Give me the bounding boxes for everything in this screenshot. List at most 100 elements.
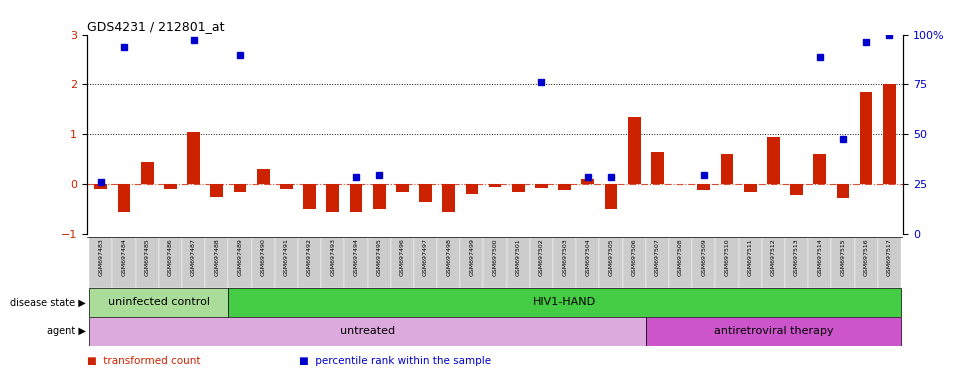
Text: GSM697500: GSM697500 (493, 238, 497, 276)
Bar (112, 237, 135, 288)
Bar (135, 237, 158, 288)
Bar (767, 137, 780, 184)
Bar (228, 237, 251, 288)
Bar (697, 184, 710, 190)
Bar (651, 152, 664, 184)
Bar (646, 237, 669, 288)
Bar (344, 237, 367, 288)
Bar (558, 184, 571, 190)
Bar (600, 237, 623, 288)
Text: GSM697501: GSM697501 (516, 238, 521, 276)
Bar (205, 237, 228, 288)
Bar (327, 184, 339, 212)
Text: uninfected control: uninfected control (108, 297, 210, 308)
Text: GSM697494: GSM697494 (354, 238, 358, 276)
Text: GSM697507: GSM697507 (655, 238, 660, 276)
Bar (554, 237, 577, 288)
Text: disease state ▶: disease state ▶ (11, 297, 86, 308)
Bar (855, 237, 878, 288)
Text: GSM697514: GSM697514 (817, 238, 822, 276)
Text: GSM697516: GSM697516 (864, 238, 868, 276)
Bar (211, 184, 223, 197)
Bar (367, 237, 390, 288)
Bar (489, 184, 501, 187)
Bar (141, 162, 154, 184)
Text: GSM697492: GSM697492 (307, 238, 312, 276)
Bar (298, 237, 321, 288)
Text: GSM697489: GSM697489 (238, 238, 242, 276)
Bar (390, 237, 413, 288)
Bar (785, 237, 809, 288)
Bar (413, 237, 437, 288)
Bar (809, 237, 832, 288)
Text: GSM697490: GSM697490 (261, 238, 266, 276)
Text: ■  percentile rank within the sample: ■ percentile rank within the sample (299, 356, 492, 366)
Bar (512, 184, 525, 192)
Bar (274, 237, 298, 288)
Bar (460, 237, 483, 288)
Bar (228, 288, 901, 317)
Text: GSM697496: GSM697496 (400, 238, 405, 276)
Bar (832, 237, 855, 288)
Text: GSM697512: GSM697512 (771, 238, 776, 276)
Bar (396, 184, 409, 192)
Bar (373, 184, 385, 209)
Bar (883, 84, 895, 184)
Text: GSM697484: GSM697484 (122, 238, 127, 276)
Text: GSM697511: GSM697511 (748, 238, 753, 276)
Text: GSM697485: GSM697485 (145, 238, 150, 276)
Bar (303, 184, 316, 209)
Bar (535, 184, 548, 188)
Text: ■  transformed count: ■ transformed count (87, 356, 200, 366)
Text: GSM697506: GSM697506 (632, 238, 637, 276)
Text: GDS4231 / 212801_at: GDS4231 / 212801_at (87, 20, 224, 33)
Text: GSM697513: GSM697513 (794, 238, 799, 276)
Bar (577, 237, 600, 288)
Text: GSM697504: GSM697504 (585, 238, 590, 276)
Text: GSM697493: GSM697493 (330, 238, 335, 276)
Bar (95, 184, 107, 189)
Bar (234, 184, 246, 192)
Text: untreated: untreated (340, 326, 395, 336)
Text: GSM697515: GSM697515 (840, 238, 845, 276)
Text: GSM697517: GSM697517 (887, 238, 892, 276)
Bar (158, 237, 182, 288)
Bar (89, 288, 228, 317)
Bar (860, 92, 872, 184)
Bar (419, 184, 432, 202)
Bar (693, 237, 716, 288)
Text: GSM697505: GSM697505 (609, 238, 613, 276)
Text: agent ▶: agent ▶ (47, 326, 86, 336)
Bar (164, 184, 177, 189)
Bar (350, 184, 362, 212)
Bar (280, 184, 293, 189)
Bar (442, 184, 455, 212)
Bar (582, 179, 594, 184)
Bar (182, 237, 205, 288)
Bar (530, 237, 554, 288)
Text: GSM697499: GSM697499 (469, 238, 474, 276)
Bar (89, 237, 112, 288)
Bar (251, 237, 274, 288)
Text: GSM697488: GSM697488 (214, 238, 219, 276)
Bar (466, 184, 478, 194)
Bar (118, 184, 130, 212)
Text: GSM697508: GSM697508 (678, 238, 683, 276)
Text: GSM697502: GSM697502 (539, 238, 544, 276)
Bar (813, 154, 826, 184)
Text: GSM697510: GSM697510 (724, 238, 729, 276)
Text: GSM697503: GSM697503 (562, 238, 567, 276)
Text: GSM697497: GSM697497 (423, 238, 428, 276)
Bar (762, 237, 785, 288)
Bar (257, 169, 270, 184)
Bar (437, 237, 460, 288)
Text: GSM697486: GSM697486 (168, 238, 173, 276)
Text: GSM697487: GSM697487 (191, 238, 196, 276)
Bar (837, 184, 849, 198)
Bar (89, 317, 646, 346)
Bar (744, 184, 756, 192)
Bar (721, 154, 733, 184)
Bar (739, 237, 762, 288)
Bar (321, 237, 344, 288)
Text: GSM697498: GSM697498 (446, 238, 451, 276)
